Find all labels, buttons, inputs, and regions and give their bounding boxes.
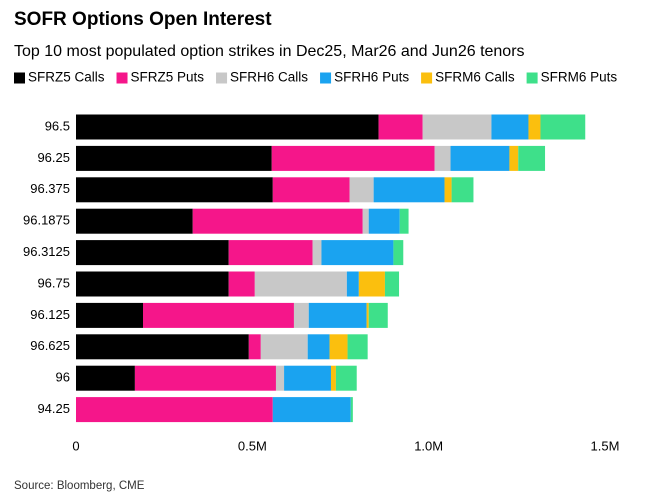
bar-segment <box>366 302 369 328</box>
bar-segment <box>308 302 367 328</box>
bar-segment <box>349 177 374 203</box>
bar-segment <box>362 208 369 234</box>
chart-subtitle: Top 10 most populated option strikes in … <box>14 43 525 60</box>
x-tick-label: 0 <box>72 438 79 453</box>
bar-segment <box>192 208 363 234</box>
legend-swatch <box>14 72 25 84</box>
bar-segment <box>260 334 308 360</box>
bar-segment <box>350 397 353 423</box>
bar-segment <box>422 114 492 140</box>
x-tick-label: 1.0M <box>414 438 443 453</box>
bar-segment <box>143 302 294 328</box>
bar-segment <box>271 145 435 171</box>
bar-segment <box>76 334 249 360</box>
bar-segment <box>368 302 388 328</box>
legend-label: SFRM6 Puts <box>541 70 618 85</box>
bar-segment <box>228 240 313 266</box>
bar-segment <box>76 271 229 297</box>
source-note: Source: Bloomberg, CME <box>14 480 145 492</box>
y-tick-label: 96.25 <box>37 150 70 165</box>
bar-segment <box>509 145 519 171</box>
legend-swatch <box>116 72 128 84</box>
legend-label: SFRZ5 Calls <box>28 70 105 85</box>
legend-swatch <box>320 72 332 84</box>
bar-segment <box>358 271 385 297</box>
bar-segment <box>76 114 379 140</box>
bar-segment <box>134 365 276 391</box>
bar-segment <box>248 334 261 360</box>
bar-segment <box>329 334 348 360</box>
legend-swatch <box>421 72 433 84</box>
bar-segment <box>307 334 330 360</box>
bar-segment <box>347 334 368 360</box>
y-tick-label: 96.5 <box>45 118 70 133</box>
bar-segment <box>272 397 351 423</box>
legend-label: SFRH6 Calls <box>230 70 308 85</box>
y-tick-label: 96.3125 <box>23 244 70 259</box>
bar-segment <box>368 208 400 234</box>
bar-segment <box>76 302 144 328</box>
y-tick-label: 96.375 <box>30 181 70 196</box>
bar-segment <box>491 114 529 140</box>
bar-segment <box>444 177 452 203</box>
bar-segment <box>76 208 193 234</box>
bar-segment <box>76 145 272 171</box>
bar-segment <box>321 240 394 266</box>
x-tick-label: 1.5M <box>591 438 620 453</box>
bar-segment <box>76 177 273 203</box>
bar-segment <box>450 145 510 171</box>
legend-swatch <box>526 72 538 84</box>
bar-segment <box>76 397 273 423</box>
bar-segment <box>228 271 255 297</box>
bar-segment <box>254 271 347 297</box>
bar-segment <box>399 208 409 234</box>
bar-segment <box>76 240 229 266</box>
legend-swatch <box>216 72 228 84</box>
y-tick-label: 96.1875 <box>23 213 70 228</box>
bar-segment <box>330 365 336 391</box>
bar-segment <box>393 240 404 266</box>
legend-label: SFRZ5 Puts <box>131 70 205 85</box>
bar-segment <box>76 365 135 391</box>
legend-label: SFRH6 Puts <box>334 70 409 85</box>
bar-segment <box>275 365 285 391</box>
y-tick-label: 94.25 <box>37 401 70 416</box>
bar-segment <box>540 114 586 140</box>
bar-segment <box>272 177 350 203</box>
y-tick-label: 96.125 <box>30 307 70 322</box>
y-tick-label: 96.625 <box>30 338 70 353</box>
chart-title: SOFR Options Open Interest <box>14 9 272 30</box>
bar-segment <box>518 145 546 171</box>
x-tick-label: 0.5M <box>238 438 267 453</box>
y-tick-label: 96.75 <box>37 275 70 290</box>
bar-segment <box>434 145 451 171</box>
bar-segment <box>528 114 541 140</box>
bar-segment <box>451 177 474 203</box>
bar-segment <box>384 271 400 297</box>
bar-segment <box>378 114 423 140</box>
y-tick-label: 96 <box>56 370 70 385</box>
bar-segment <box>284 365 331 391</box>
bar-segment <box>335 365 357 391</box>
bar-segment <box>293 302 309 328</box>
bar-segment <box>312 240 322 266</box>
bar-segment <box>346 271 359 297</box>
legend-label: SFRM6 Calls <box>435 70 515 85</box>
bar-segment <box>373 177 445 203</box>
